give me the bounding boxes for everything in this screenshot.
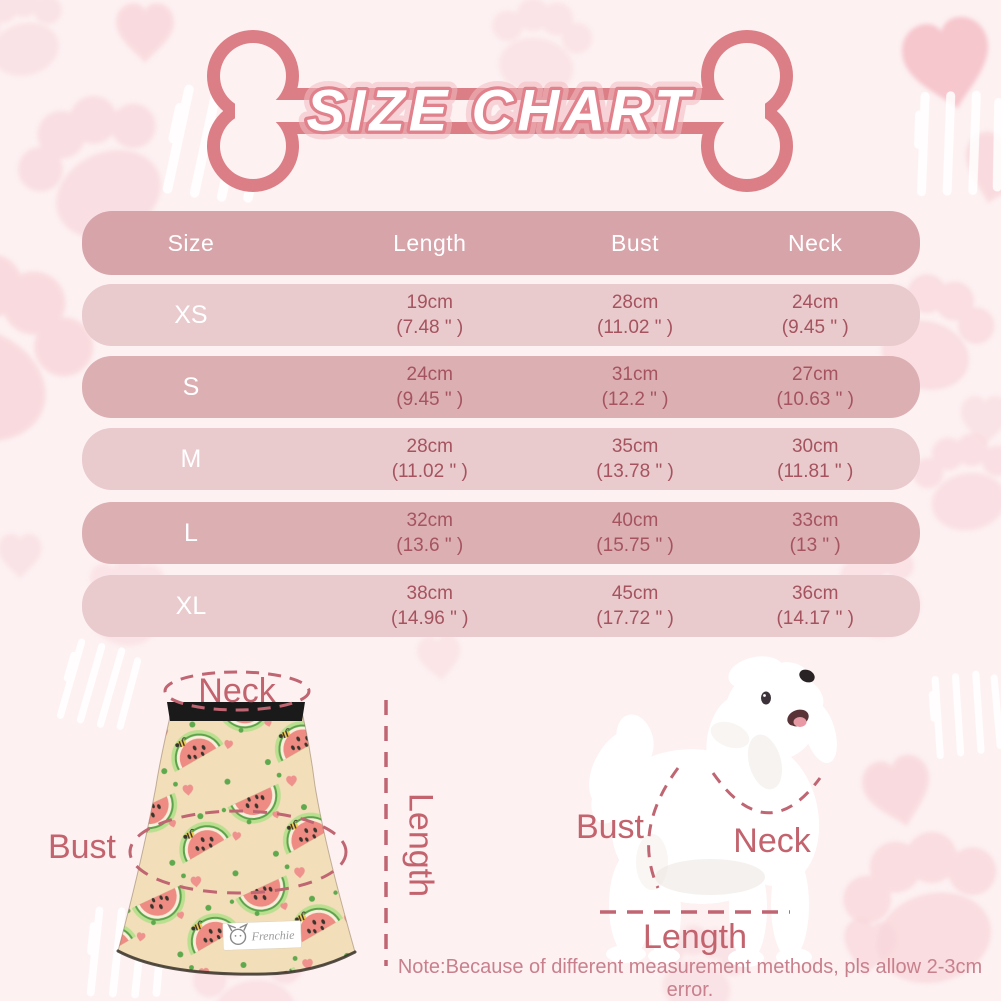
- dog-shirt-illustration: Frenchie: [116, 702, 357, 976]
- garment-neck-label: Neck: [198, 672, 276, 710]
- table-row: L 32cm (13.6 " ) 40cm (15.75 " ) 33cm (13 "…: [82, 502, 920, 564]
- dog-face: [761, 669, 815, 741]
- brand-label: Frenchie: [222, 920, 302, 951]
- size-cell: XS: [174, 300, 208, 329]
- column-header-bust: Bust: [611, 229, 660, 256]
- column-header-neck: Neck: [788, 229, 843, 256]
- page-title-glow: SIZE CHART: [307, 79, 695, 144]
- heart-icon: [415, 633, 464, 684]
- table-row: M 28cm (11.02 " ) 35cm (13.78 " ) 30cm (11.…: [82, 428, 920, 490]
- neck-cell: 27cm (10.63 " ): [776, 363, 854, 410]
- bust-cell: 35cm (13.78 " ): [596, 435, 674, 482]
- bust-cell: 31cm (12.2 " ): [601, 363, 669, 410]
- length-cell: 28cm (11.02 " ): [391, 435, 468, 482]
- dog-length-label: Length: [643, 918, 747, 956]
- neck-cell: 30cm (11.81 " ): [777, 435, 854, 482]
- dog-bust-label: Bust: [575, 808, 645, 846]
- length-cell: 19cm (7.48 " ): [396, 291, 464, 338]
- dog-nose: [799, 669, 815, 683]
- neck-cell: 33cm (13 " ): [789, 509, 841, 556]
- garment-bust-label: Bust: [47, 828, 117, 866]
- length-cell: 38cm (14.96 " ): [391, 582, 469, 629]
- bone-banner: SIZE CHART SIZE CHART: [207, 30, 793, 192]
- brand-name: Frenchie: [250, 928, 295, 944]
- table-row: S 24cm (9.45 " ) 31cm (12.2 " ) 27cm (10.63…: [82, 356, 920, 418]
- dog-eye: [761, 691, 771, 705]
- measurement-note: Note:Because of different measurement me…: [397, 956, 983, 1001]
- size-cell: S: [182, 372, 200, 401]
- scribble-decoration: [908, 655, 1001, 773]
- shirt-hem: [116, 949, 357, 976]
- size-cell: M: [180, 444, 202, 473]
- heart-icon: [116, 3, 174, 64]
- neck-cell: 36cm (14.17 " ): [776, 582, 854, 629]
- size-cell: XL: [175, 591, 207, 620]
- table-row: XS 19cm (7.48 " ) 28cm (11.02 " ) 24cm (9.4…: [82, 284, 920, 346]
- bust-cell: 40cm (15.75 " ): [596, 509, 674, 556]
- column-header-size: Size: [167, 229, 215, 256]
- paw-icon: [907, 426, 1001, 539]
- dog-tongue: [793, 717, 807, 727]
- bulldog-logo-icon: [227, 923, 249, 946]
- length-cell: 32cm (13.6 " ): [396, 509, 464, 556]
- column-header-length: Length: [393, 229, 467, 256]
- dog-neck-label: Neck: [733, 822, 811, 860]
- neck-cell: 24cm (9.45 " ): [781, 291, 849, 338]
- heart-icon: [0, 533, 42, 579]
- table-header-row: Size Length Bust Neck: [82, 211, 920, 275]
- bust-cell: 45cm (17.72 " ): [596, 582, 674, 629]
- table-row: XL 38cm (14.96 " ) 45cm (17.72 " ) 36cm (14…: [82, 575, 920, 637]
- paw-icon: [0, 0, 77, 87]
- page-title: SIZE CHART: [307, 79, 695, 144]
- size-cell: L: [183, 518, 198, 547]
- bust-cell: 28cm (11.02 " ): [597, 291, 674, 338]
- length-cell: 24cm (9.45 " ): [396, 363, 464, 410]
- garment-length-label: Length: [401, 793, 440, 897]
